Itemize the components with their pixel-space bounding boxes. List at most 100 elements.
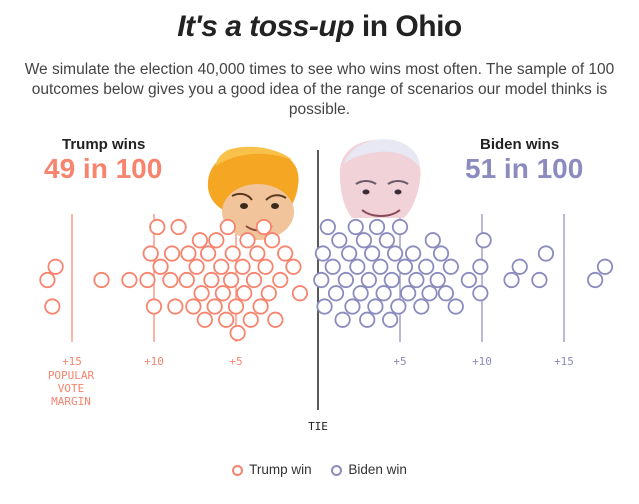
biden-win-dot [375,285,392,302]
trump-win-dot [193,285,210,302]
biden-win-dot [475,232,492,249]
biden-win-dot [352,285,369,302]
biden-win-dot [314,245,332,262]
biden-win-dot [372,258,389,275]
biden-win-dot [364,245,381,262]
biden-win-dot [355,232,373,249]
trump-win-dot [218,311,235,328]
tick-label: +15 [554,355,574,368]
trump-win-dot [152,258,169,275]
biden-win-dot [368,218,386,236]
trump-win-dot [191,232,209,249]
trump-win-dot [222,271,240,289]
tick-labels: +15 +10 +5 +5 +10 +15 [62,355,574,368]
biden-win-dot [359,311,376,328]
trump-win-dot [163,245,181,262]
trump-win-dot [224,245,241,262]
biden-win-dot [396,258,414,275]
legend-swatch-trump [232,465,244,476]
tick-label: +10 [144,355,164,368]
trump-count: 49 in 100 [44,153,163,184]
tie-label: TIE [308,420,328,433]
trump-win-dot [285,258,302,275]
trump-win-dot [139,271,156,289]
biden-win-dot [442,258,459,275]
trump-win-dot [272,271,289,289]
biden-win-dot [472,258,489,275]
biden-win-dot [341,245,358,262]
trump-win-dot [236,285,253,302]
trump-win-dot [245,271,263,289]
biden-win-dot [386,245,404,262]
trump-win-dot [200,245,217,262]
trump-win-dot [267,311,284,328]
biden-win-dot [400,285,417,302]
biden-portrait [339,139,421,218]
title-plain: in Ohio [354,10,462,43]
biden-win-dot [408,271,425,289]
biden-win-dot [349,258,366,275]
trump-label: Trump wins [62,136,146,153]
biden-win-dot [413,298,430,315]
biden-win-dot [432,245,450,262]
title-italic: It's a toss-up [177,10,355,43]
trump-win-dot [44,298,61,315]
trump-win-dot [213,258,230,275]
page-subtitle: We simulate the election 40,000 times to… [24,61,615,118]
biden-win-dot [382,311,399,328]
trump-win-dot [185,298,202,315]
biden-win-dot [378,232,395,249]
trump-win-dot [162,271,179,289]
outcome-dots [39,218,614,342]
trump-win-dot [39,271,56,289]
trump-win-dot [227,298,245,315]
biden-win-dot [537,245,555,262]
biden-win-dot [587,271,604,289]
tick-label: +5 [393,355,406,368]
trump-win-dot [252,298,269,315]
axis-label-line-1: POPULAR [48,369,95,382]
trump-win-dot [291,285,309,302]
trump-win-dot [145,298,163,315]
tick-label: +10 [472,355,492,368]
trump-win-dot [203,271,220,289]
biden-win-dot [334,311,351,328]
trump-win-dot [196,311,213,328]
trump-win-dot [180,245,197,262]
biden-win-dot [405,245,422,262]
trump-portrait [207,146,299,240]
legend-label-biden: Biden win [348,462,407,477]
biden-win-dot [596,258,614,275]
biden-win-dot [531,271,548,289]
trump-win-dot [188,258,205,275]
legend-item-trump: Trump win [232,462,312,477]
trump-win-dot [229,324,246,342]
biden-win-dot [324,258,341,275]
biden-win-dot [472,285,489,302]
axis-label-line-2: VOTE [58,382,85,395]
biden-win-dot [460,271,477,289]
biden-win-dot [503,271,520,289]
trump-win-dot [277,245,294,262]
trump-win-dot [214,285,231,302]
trump-win-dot [255,218,272,236]
trump-win-dot [93,271,110,289]
biden-win-dot [337,271,354,289]
biden-win-dot [511,258,528,275]
biden-win-dot [383,271,400,289]
trump-win-dot [47,258,64,275]
biden-win-dot [367,298,384,315]
biden-win-dot [418,258,435,275]
biden-win-dot [421,285,438,302]
axis-label: POPULAR VOTE MARGIN [48,369,95,408]
legend: Trump win Biden win [0,462,639,477]
trump-win-dot [219,218,236,236]
legend-label-trump: Trump win [249,462,312,477]
biden-win-dot [391,218,409,236]
biden-win-dot [429,271,446,289]
biden-win-dot [316,298,333,315]
biden-win-dot [313,271,330,289]
trump-win-dot [178,271,195,289]
biden-win-dot [447,298,464,315]
